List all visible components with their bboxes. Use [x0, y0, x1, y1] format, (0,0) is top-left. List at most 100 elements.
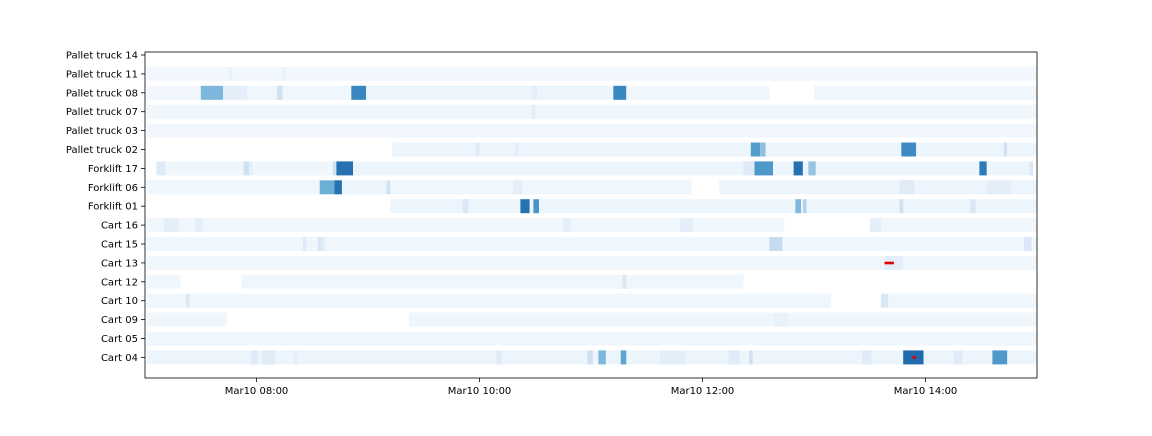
activity-bar-cart-16	[880, 218, 1037, 233]
activity-bar-forklift-06	[342, 180, 387, 195]
activity-bar-cart-13	[903, 255, 1037, 270]
y-tick-label: Cart 16	[101, 221, 138, 232]
activity-bar-forklift-01	[539, 199, 796, 214]
activity-bar-cart-10	[888, 293, 1037, 308]
activity-bar-pallet-truck-08	[537, 85, 614, 100]
activity-bar-cart-04	[262, 350, 276, 365]
activity-bar-forklift-06	[719, 180, 1037, 195]
y-tick-label: Cart 04	[101, 353, 138, 364]
activity-bar-cart-16	[693, 218, 785, 233]
red-marker	[884, 261, 894, 265]
activity-bar-cart-04	[953, 350, 963, 365]
activity-bar-pallet-truck-07	[531, 104, 536, 119]
y-tick-label: Pallet truck 14	[66, 51, 138, 62]
activity-bar-forklift-17	[754, 161, 774, 176]
activity-bar-forklift-17	[165, 161, 244, 176]
activity-bar-pallet-truck-07	[146, 104, 1037, 119]
activity-bar-cart-09	[408, 312, 1037, 327]
activity-bar-pallet-truck-02	[750, 142, 761, 157]
activity-bar-cart-09	[773, 312, 788, 327]
activity-bar-cart-10	[146, 293, 186, 308]
red-marker	[912, 356, 917, 359]
plot-frame	[144, 51, 1038, 379]
y-tick-label: Cart 10	[101, 296, 138, 307]
activity-bar-cart-04	[250, 350, 259, 365]
activity-bar-pallet-truck-02	[1003, 142, 1008, 157]
activity-bar-cart-04	[728, 350, 740, 365]
activity-bar-forklift-01	[795, 199, 801, 214]
activity-bar-cart-15	[1024, 237, 1032, 251]
activity-bar-forklift-01	[806, 199, 1037, 214]
y-tick-label: Forklift 17	[88, 164, 138, 175]
activity-bar-cart-04	[146, 350, 904, 365]
activity-bar-cart-04	[293, 350, 298, 365]
activity-bar-pallet-truck-08	[366, 85, 532, 100]
activity-bar-pallet-truck-08	[531, 85, 538, 100]
activity-bar-forklift-06	[513, 180, 523, 195]
y-tick-label: Forklift 01	[88, 202, 138, 213]
y-tick-label: Pallet truck 02	[66, 145, 138, 156]
y-tick-label: Cart 13	[101, 258, 138, 269]
activity-bar-cart-10	[185, 293, 190, 308]
activity-bar-cart-15	[146, 237, 1037, 251]
activity-bar-forklift-06	[334, 180, 342, 195]
activity-bar-cart-09	[146, 312, 227, 327]
activity-bar-cart-16	[869, 218, 881, 233]
activity-bar-forklift-17	[243, 161, 250, 176]
activity-bar-cart-16	[146, 218, 164, 233]
x-tick-label: Mar10 10:00	[448, 386, 512, 397]
bars-layer	[146, 66, 1037, 365]
activity-bar-forklift-17	[802, 161, 809, 176]
activity-bar-pallet-truck-08	[613, 85, 627, 100]
activity-bar-cart-15	[321, 237, 326, 251]
activity-bar-forklift-01	[802, 199, 807, 214]
activity-bar-pallet-truck-02	[916, 142, 1004, 157]
y-tick-label: Forklift 06	[88, 183, 138, 194]
x-tick-label: Mar10 14:00	[894, 386, 958, 397]
activity-bar-forklift-17	[743, 161, 755, 176]
activity-bar-cart-04	[962, 350, 993, 365]
activity-bar-forklift-01	[801, 199, 803, 214]
activity-bar-forklift-17	[1029, 161, 1034, 176]
activity-bar-pallet-truck-02	[514, 142, 519, 157]
activity-bar-forklift-01	[899, 199, 904, 214]
activity-bar-cart-04	[496, 350, 502, 365]
activity-bar-forklift-17	[332, 161, 337, 176]
activity-bar-forklift-17	[815, 161, 980, 176]
activity-bar-pallet-truck-08	[247, 85, 277, 100]
y-axis: Pallet truck 14 Pallet truck 11 Pallet tru…	[66, 51, 145, 364]
activity-bar-pallet-truck-02	[901, 142, 917, 157]
activity-bar-pallet-truck-08	[223, 85, 248, 100]
activity-bar-forklift-17	[353, 161, 744, 176]
activity-bar-pallet-truck-03	[146, 123, 1037, 138]
y-tick-label: Pallet truck 07	[66, 107, 138, 118]
activity-bar-cart-13	[146, 255, 885, 270]
activity-bar-cart-04	[923, 350, 954, 365]
activity-bar-forklift-01	[462, 199, 469, 214]
activity-bar-cart-15	[769, 237, 783, 251]
activity-bar-cart-04	[587, 350, 593, 365]
activity-bar-forklift-06	[146, 180, 320, 195]
activity-bar-forklift-17	[156, 161, 166, 176]
activity-bar-forklift-17	[249, 161, 253, 176]
activity-bar-cart-16	[178, 218, 196, 233]
activity-bar-cart-12	[241, 274, 744, 289]
activity-bar-cart-04	[862, 350, 872, 365]
activity-bar-cart-04	[749, 350, 753, 365]
activity-bar-pallet-truck-08	[282, 85, 352, 100]
activity-bar-pallet-truck-02	[1007, 142, 1037, 157]
activity-bar-cart-16	[570, 218, 681, 233]
activity-bar-cart-10	[880, 293, 889, 308]
activity-bar-pallet-truck-08	[351, 85, 367, 100]
activity-bar-cart-15	[317, 237, 322, 251]
activity-bar-forklift-01	[533, 199, 539, 214]
activity-bar-cart-16	[202, 218, 564, 233]
x-axis: Mar10 08:00 Mar10 10:00 Mar10 12:00 Mar10 1…	[225, 378, 958, 397]
activity-bar-forklift-06	[319, 180, 335, 195]
activity-bar-forklift-01	[529, 199, 534, 214]
activity-bar-forklift-17	[773, 161, 794, 176]
activity-bar-cart-10	[189, 293, 831, 308]
activity-bar-forklift-06	[390, 180, 692, 195]
activity-bar-forklift-17	[986, 161, 1030, 176]
